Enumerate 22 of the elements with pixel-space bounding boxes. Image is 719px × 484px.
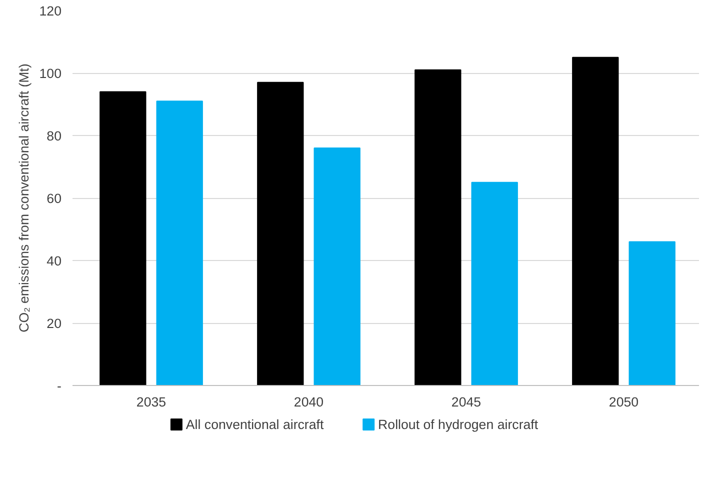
legend-label: Rollout of hydrogen aircraft [378,417,538,432]
y-tick-label: 100 [39,66,62,81]
y-axis-title: CO₂ emissions from conventional aircraft (Mt) [16,64,32,332]
y-tick-label: - [57,378,62,394]
y-tick-label: 120 [39,4,62,18]
x-tick-label: 2050 [608,394,639,410]
bar [257,82,304,386]
x-tick-label: 2040 [294,394,324,410]
bar [628,241,676,386]
bar [471,182,518,386]
y-tick-label: 20 [46,316,62,331]
bar [414,69,462,386]
bar [314,148,360,386]
x-tick-label: 2035 [136,394,166,410]
x-tick-label: 2045 [451,394,482,410]
bar [156,100,203,386]
bar [100,91,146,386]
y-tick-label: 40 [46,254,62,268]
legend-label: All conventional aircraft [186,417,324,432]
y-tick-label: 80 [46,128,62,144]
y-tick-label: 60 [46,191,62,206]
bar [572,56,619,386]
